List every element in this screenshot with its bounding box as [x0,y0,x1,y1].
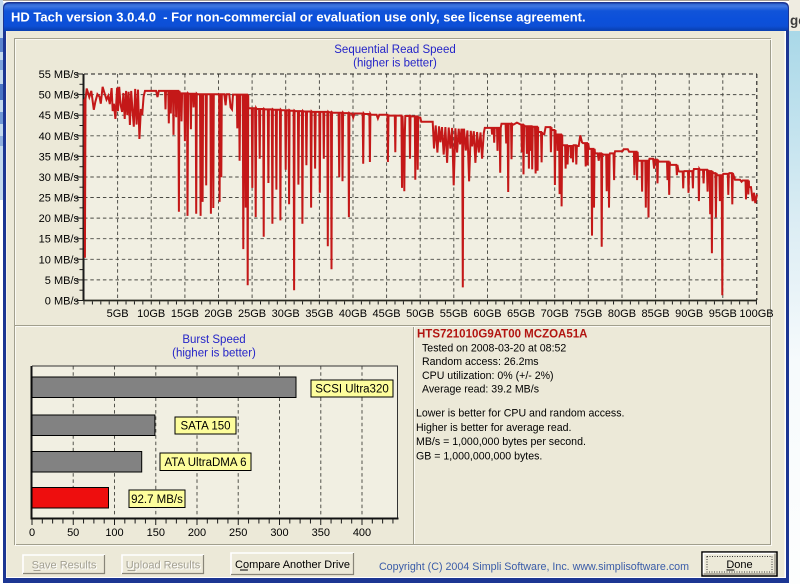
svg-text:95GB: 95GB [709,308,737,320]
svg-text:15GB: 15GB [171,308,199,320]
svg-text:90GB: 90GB [675,308,703,320]
svg-text:70GB: 70GB [541,308,569,320]
svg-text:45GB: 45GB [373,308,401,320]
svg-text:20 MB/s: 20 MB/s [39,213,80,225]
svg-text:Tested on 2008-03-20 at 08:52: Tested on 2008-03-20 at 08:52 [422,343,566,355]
svg-text:Average read: 39.2 MB/s: Average read: 39.2 MB/s [422,384,539,396]
svg-text:SCSI Ultra320: SCSI Ultra320 [315,384,389,396]
svg-text:100GB: 100GB [739,308,773,320]
svg-text:20GB: 20GB [204,308,232,320]
svg-text:5GB: 5GB [107,308,129,320]
svg-text:ATA UltraDMA 6: ATA UltraDMA 6 [164,457,246,469]
svg-text:50GB: 50GB [406,308,434,320]
svg-text:65GB: 65GB [507,308,535,320]
svg-text:35 MB/s: 35 MB/s [39,151,80,163]
svg-text:ge: ge [790,13,800,28]
svg-text:30 MB/s: 30 MB/s [39,172,80,184]
svg-text:55 MB/s: 55 MB/s [39,69,80,81]
svg-text:MB/s = 1,000,000 bytes per sec: MB/s = 1,000,000 bytes per second. [416,436,586,448]
svg-text:40GB: 40GB [339,308,367,320]
svg-text:Upload Results: Upload Results [126,560,201,572]
svg-text:30GB: 30GB [272,308,300,320]
svg-text:(higher is better): (higher is better) [172,348,256,360]
svg-text:80GB: 80GB [608,308,636,320]
svg-text:35GB: 35GB [305,308,333,320]
svg-text:Compare Another Drive: Compare Another Drive [235,559,350,571]
svg-text:50 MB/s: 50 MB/s [39,90,80,102]
svg-text:0: 0 [29,527,35,539]
svg-text:Sequential Read Speed: Sequential Read Speed [334,44,456,56]
svg-text:15 MB/s: 15 MB/s [39,234,80,246]
svg-text:40 MB/s: 40 MB/s [39,131,80,143]
svg-text:HTS721010G9AT00 MCZOA51A: HTS721010G9AT00 MCZOA51A [417,329,587,341]
svg-text:55GB: 55GB [440,308,468,320]
svg-text:Random access: 26.2ms: Random access: 26.2ms [422,356,539,368]
svg-text:10 MB/s: 10 MB/s [39,254,80,266]
svg-text:400: 400 [353,527,371,539]
svg-text:300: 300 [270,527,288,539]
svg-text:0 MB/s: 0 MB/s [45,296,80,308]
svg-text:200: 200 [188,527,206,539]
svg-text:Copyright (C) 2004 Simpli Soft: Copyright (C) 2004 Simpli Software, Inc.… [379,561,689,573]
svg-text:5 MB/s: 5 MB/s [45,275,80,287]
svg-text:Save Results: Save Results [32,560,97,572]
svg-text:GB = 1,000,000,000 bytes.: GB = 1,000,000,000 bytes. [416,450,542,462]
svg-text:Higher is better for average r: Higher is better for average read. [416,422,571,434]
svg-text:SATA 150: SATA 150 [180,421,230,433]
svg-text:85GB: 85GB [642,308,670,320]
svg-text:75GB: 75GB [574,308,602,320]
svg-text:(higher is better): (higher is better) [353,58,437,70]
svg-text:60GB: 60GB [473,308,501,320]
svg-text:Lower is better for CPU and ra: Lower is better for CPU and random acces… [416,408,624,420]
svg-text:92.7 MB/s: 92.7 MB/s [131,494,183,506]
svg-text:CPU utilization: 0% (+/- 2%): CPU utilization: 0% (+/- 2%) [422,370,554,382]
svg-text:25 MB/s: 25 MB/s [39,193,80,205]
svg-text:25GB: 25GB [238,308,266,320]
svg-text:10GB: 10GB [137,308,165,320]
svg-text:Upload Results: Upload Results [127,561,202,573]
svg-text:150: 150 [147,527,165,539]
svg-text:50: 50 [67,527,79,539]
svg-text:Save Results: Save Results [33,561,98,573]
svg-text:Burst Speed: Burst Speed [182,334,245,346]
svg-text:350: 350 [312,527,330,539]
svg-text:250: 250 [229,527,247,539]
svg-text:HD Tach version 3.0.4.0 - For: HD Tach version 3.0.4.0 - For non-commer… [11,10,586,25]
svg-text:Done: Done [726,559,752,571]
svg-text:100: 100 [105,527,123,539]
svg-text:45 MB/s: 45 MB/s [39,110,80,122]
